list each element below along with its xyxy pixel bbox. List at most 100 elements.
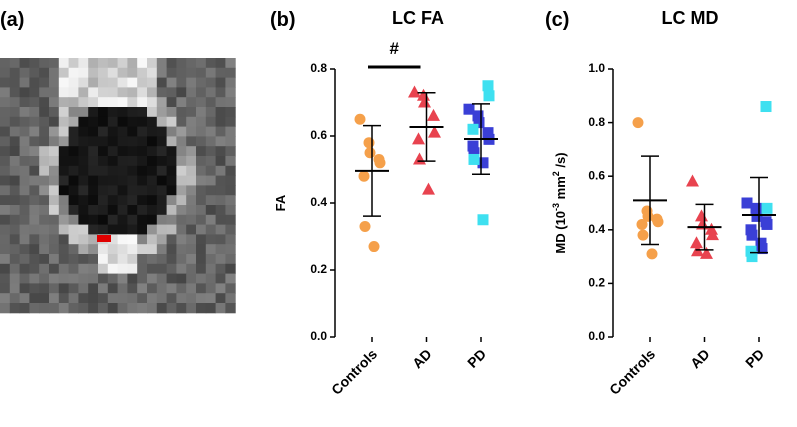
pixel — [166, 303, 177, 314]
pixel — [215, 175, 226, 186]
pixel — [88, 87, 99, 98]
pixel — [88, 283, 99, 294]
pixel — [98, 214, 109, 226]
pixel — [0, 293, 11, 304]
pixel — [196, 175, 207, 186]
pixel — [107, 156, 119, 167]
pixel — [176, 175, 187, 186]
pixel — [137, 126, 148, 137]
pixel — [186, 263, 197, 275]
pixel — [19, 263, 30, 275]
pixel — [98, 244, 109, 255]
x-tick-label: PD — [742, 346, 767, 371]
pixel — [225, 263, 236, 275]
chart-title: LC FA — [392, 8, 444, 28]
pixel — [137, 244, 148, 255]
pixel — [78, 175, 89, 186]
pixel — [78, 283, 89, 294]
point — [427, 108, 440, 121]
pixel — [107, 234, 119, 245]
pixel — [39, 224, 50, 235]
pixel — [29, 214, 40, 226]
pixel — [176, 293, 187, 304]
pixel — [117, 234, 128, 245]
pixel — [166, 195, 177, 206]
pixel — [156, 283, 168, 294]
pixel — [127, 254, 138, 265]
pixel — [0, 77, 11, 88]
pixel — [156, 107, 168, 118]
pixel — [137, 303, 148, 314]
pixel — [156, 244, 168, 255]
pixel — [29, 87, 40, 98]
pixel — [68, 224, 79, 235]
pixel — [39, 185, 50, 196]
pixel — [166, 136, 177, 147]
pixel — [225, 58, 236, 69]
pixel — [215, 126, 226, 137]
pixel — [78, 126, 89, 137]
point — [368, 241, 380, 253]
pixel — [58, 293, 70, 304]
pixel — [29, 283, 40, 294]
pixel — [215, 214, 226, 226]
pixel — [88, 244, 99, 255]
pixel — [196, 156, 207, 167]
pixel — [225, 224, 236, 235]
y-tick-label: 0.2 — [310, 262, 327, 276]
pixel — [0, 273, 11, 284]
pixel — [137, 214, 148, 226]
pixel — [147, 156, 158, 167]
y-tick-label: 0.8 — [588, 115, 605, 129]
pixel — [0, 185, 11, 196]
pixel — [58, 146, 70, 157]
pixel — [166, 107, 177, 118]
pixel — [225, 234, 236, 245]
pixel — [166, 97, 177, 108]
pixel — [39, 67, 50, 79]
pixel — [9, 107, 21, 118]
point — [364, 147, 376, 159]
pixel — [117, 165, 128, 177]
pixel — [98, 293, 109, 304]
pixel — [39, 283, 50, 294]
pixel — [156, 58, 168, 69]
pixel — [127, 136, 138, 147]
pixel — [98, 67, 109, 79]
pixel — [196, 283, 207, 294]
pixel — [156, 146, 168, 157]
point — [760, 101, 772, 113]
point — [482, 80, 494, 92]
panel-label: (a) — [0, 9, 24, 31]
point — [477, 157, 489, 169]
pixel — [215, 234, 226, 245]
pixel — [196, 67, 207, 79]
point — [354, 113, 366, 125]
pixel — [205, 156, 217, 167]
pixel — [117, 136, 128, 147]
pixel — [78, 205, 89, 216]
pixel — [39, 165, 50, 177]
pixel — [225, 126, 236, 137]
pixel — [88, 254, 99, 265]
pixel — [196, 126, 207, 137]
point — [428, 125, 441, 138]
pixel — [49, 156, 60, 167]
pixel — [215, 116, 226, 128]
pixel — [127, 67, 138, 79]
pixel — [88, 234, 99, 245]
pixel — [19, 146, 30, 157]
pixel — [88, 126, 99, 137]
pixel — [78, 293, 89, 304]
pixel — [29, 263, 40, 275]
pixel — [196, 136, 207, 147]
point — [652, 216, 664, 228]
pixel — [58, 303, 70, 314]
y-tick-label: 0.4 — [588, 222, 605, 236]
pixel — [9, 254, 21, 265]
point — [467, 123, 479, 135]
x-tick-label: PD — [464, 346, 489, 371]
pixel — [147, 87, 158, 98]
pixel — [176, 146, 187, 157]
pixel — [58, 175, 70, 186]
